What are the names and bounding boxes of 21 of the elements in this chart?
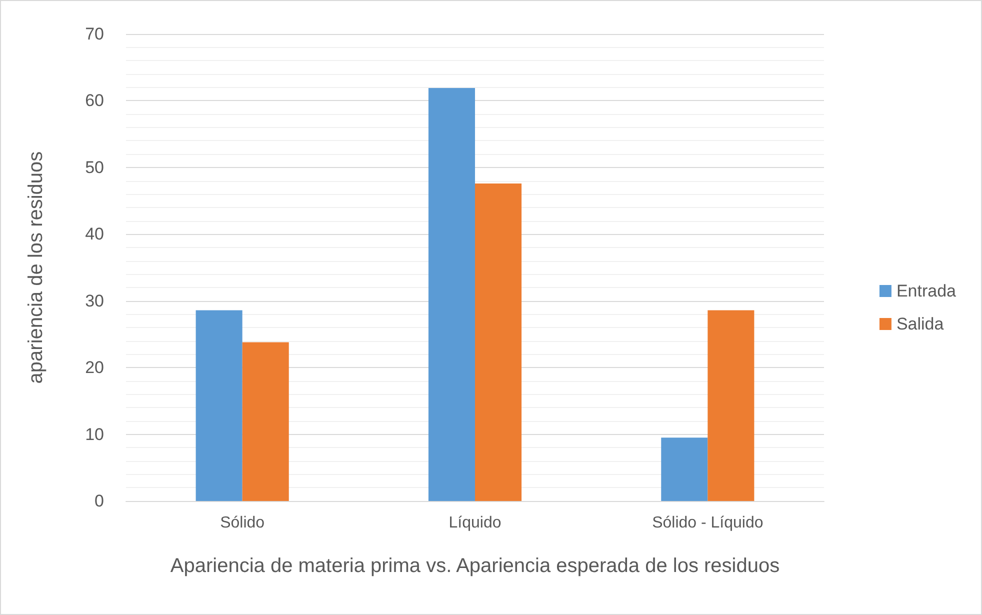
bar <box>708 310 754 501</box>
y-tick-label: 20 <box>85 358 104 378</box>
bar <box>661 438 708 501</box>
y-tick-label: 30 <box>85 291 104 310</box>
bar <box>428 88 475 501</box>
y-tick-label: 50 <box>85 158 104 177</box>
y-axis-title: apariencia de los residuos <box>25 151 47 384</box>
bar <box>475 183 522 501</box>
y-tick-label: 40 <box>85 224 104 244</box>
y-tick-label: 70 <box>85 24 104 44</box>
x-tick-label: Sólido <box>220 514 265 532</box>
bar <box>242 342 289 501</box>
x-tick-label: Líquido <box>448 514 502 532</box>
y-tick-label: 10 <box>85 424 104 444</box>
bar <box>196 310 242 501</box>
legend-label: Salida <box>896 314 944 334</box>
y-tick-label: 60 <box>85 91 104 110</box>
legend-label: Entrada <box>896 282 957 300</box>
y-tick-label: 0 <box>94 492 104 510</box>
x-axis-title: Apariencia de materia prima vs. Apariencia esperada de los residuos <box>170 555 780 577</box>
x-tick-label: Sólido - Líquido <box>652 514 764 532</box>
